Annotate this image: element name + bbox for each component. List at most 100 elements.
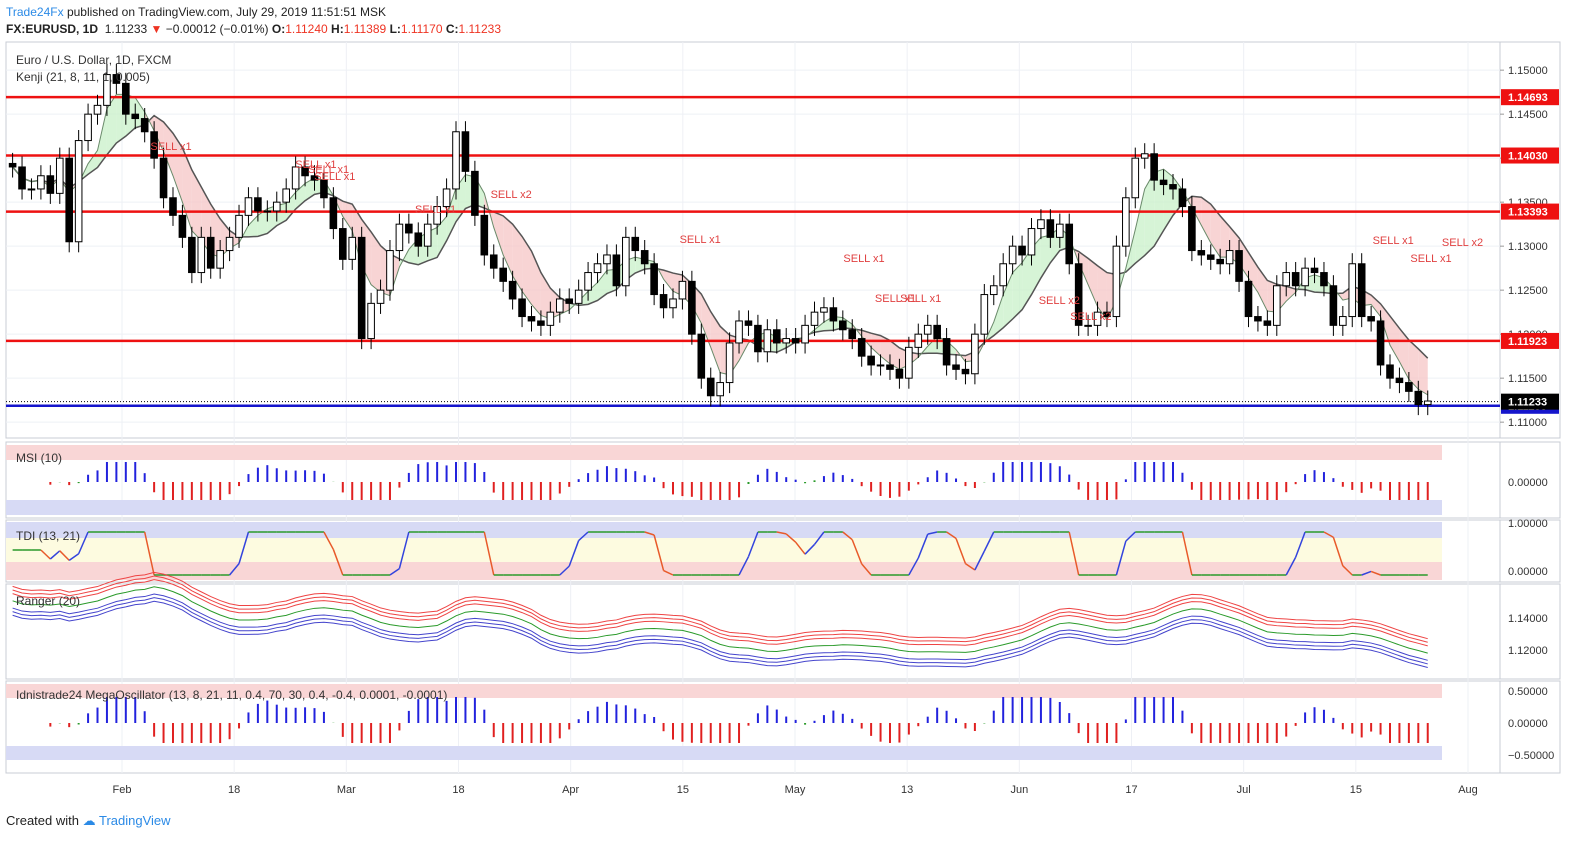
candle-body [527,316,536,322]
level-price-label: 1.11923 [1508,336,1547,348]
tdi-line [795,541,806,555]
tdi-line [917,533,929,559]
candle-body [631,236,640,252]
candle-body [188,236,196,274]
candle-body [1348,263,1357,318]
mega-lower-zone [6,746,1442,760]
kenji-cloud [531,251,541,316]
candle-body [706,377,715,397]
sell-signal-label: SELL x1 [1373,235,1414,247]
tdi-line [747,531,759,557]
kenji-cloud [1201,197,1211,243]
open-label: O: [271,22,286,36]
candle-body [574,289,583,304]
candle-body [1263,320,1272,326]
footer-prefix: Created with [6,813,79,828]
kenji-cloud [1163,169,1174,231]
ranger-band [12,579,1428,647]
kenji-cloud [1040,235,1051,278]
msi-title: MSI (10) [16,451,62,465]
candle-body [603,254,611,265]
tdi-line [974,550,985,571]
tdi-line [389,567,400,576]
last-price-label: 1.11233 [1508,397,1547,409]
candle-body [471,170,479,216]
footer-brand[interactable]: TradingView [99,813,171,828]
tdi-line [1370,570,1381,576]
pane-frame-rng [5,583,1561,680]
candle-body [612,254,621,287]
sell-signal-label: SELL x1 [1410,253,1451,265]
candle-body [1367,316,1375,322]
sell-signal-label: SELL x1 [308,164,349,176]
sell-signal-label: SELL x2 [1442,237,1483,249]
candle-body [716,382,724,397]
candle-body [1291,272,1300,287]
candle-body [320,179,328,199]
candle-body [178,214,187,238]
tdi-line [908,557,919,576]
candle-body [999,263,1007,287]
candle-body [1282,272,1291,287]
y-tick-label: 1.14500 [1508,109,1548,121]
kenji-cloud [1418,348,1428,395]
x-tick-label: 17 [1125,784,1137,796]
candle-body [480,214,489,256]
tdi-line [1115,540,1127,576]
kenji-cloud [1097,265,1107,320]
kenji-cloud [286,192,296,221]
candle-body [93,104,102,115]
tdi-line [1361,570,1372,576]
kenji-cloud [446,187,457,241]
candle-body [37,175,45,190]
ranger-band [12,571,1428,640]
tdi-line [738,556,750,576]
tdi-line [983,531,995,552]
candle-body [810,311,819,326]
y-tick-label: 1.11000 [1508,417,1547,429]
publisher-name[interactable]: Trade24Fx [6,5,64,19]
tdi-line [861,563,872,576]
candle-body [27,188,36,191]
low-value: 1.11170 [400,22,443,36]
candle-body [282,188,290,203]
tdi-line [59,550,70,561]
y-tick-label: 1.12500 [1508,285,1548,297]
price-change: −0.00012 (−0.01%) [165,22,269,36]
ranger-y-label: 1.14000 [1508,613,1548,625]
x-tick-label: Feb [113,784,132,796]
candle-body [886,364,894,370]
x-tick-label: 15 [1350,784,1362,796]
level-price-box [1501,89,1559,106]
pane-frame-main [5,41,1561,439]
candle-body [74,140,83,243]
kenji-cloud [739,338,749,361]
candle-body [857,338,866,357]
candle-body [310,175,319,181]
sell-signal-label: SELL x2 [1070,311,1111,323]
footer: Created with ☁ TradingView [6,813,171,829]
candle-body [1131,157,1140,199]
candle-body [1027,228,1036,256]
tdi-line [238,531,250,564]
ohlc-line: FX:EURUSD, 1D 1.11233 ▼ −0.00012 (−0.01%… [6,22,501,36]
kenji-cloud [106,94,117,155]
candle-body [206,236,215,269]
candle-body [84,113,92,142]
candle-body [376,289,385,304]
candle-body [659,294,668,309]
y-tick-label: 1.11500 [1508,373,1547,385]
candle-body [914,333,923,348]
last-price-box [1501,393,1559,410]
candle-body [1055,223,1064,238]
candle-body [933,324,941,340]
kenji-cloud [871,333,881,357]
candle-body [1376,320,1385,366]
candle-body [754,324,762,353]
tdi-line [143,531,155,576]
candle-body [1140,153,1149,159]
candle-body [1169,184,1177,190]
level-price-box [1501,147,1559,164]
kenji-cloud [154,115,164,152]
